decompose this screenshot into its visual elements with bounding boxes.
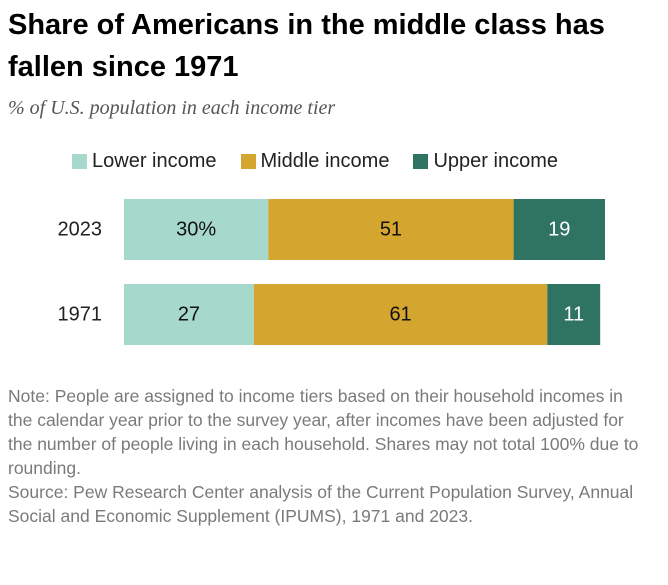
data-label-1971-lower-income: 27 [178,304,200,326]
data-label-1971-middle-income: 61 [389,304,411,326]
legend-item-upper-income: Upper income [413,150,558,173]
bar-1971-lower-income [124,284,254,345]
chart-note: Note: People are assigned to income tier… [8,384,648,528]
legend-swatch-middle-income [240,154,256,169]
legend: Lower income Middle income Upper income [72,150,558,173]
stacked-bar-chart: 2023 30% 51 19 1971 27 61 11 [58,199,605,345]
note-text: Note: People are assigned to income tier… [8,386,639,478]
bar-2023-middle-income [268,199,514,260]
bar-1971-upper-income [547,284,601,345]
bar-2023-lower-income [124,199,269,260]
bar-2023-upper-income [513,199,605,260]
legend-item-lower-income: Lower income [72,150,217,173]
chart-title: Share of Americans in the middle class h… [8,9,605,83]
legend-swatch-lower-income [72,154,87,169]
category-label-1971: 1971 [58,304,103,326]
legend-label-upper-income: Upper income [433,150,558,172]
data-label-2023-upper-income: 19 [548,219,570,241]
source-text: Source: Pew Research Center analysis of … [8,482,634,526]
chart-subtitle: % of U.S. population in each income tier [8,97,336,119]
category-label-2023: 2023 [58,219,103,241]
legend-swatch-upper-income [413,154,429,169]
legend-label-lower-income: Lower income [92,150,217,172]
data-label-2023-lower-income: 30% [176,219,216,241]
legend-item-middle-income: Middle income [240,150,390,173]
legend-label-middle-income: Middle income [260,150,390,172]
data-label-1971-upper-income: 11 [563,304,584,326]
bar-1971-middle-income [253,284,548,345]
data-label-2023-middle-income: 51 [380,219,402,241]
